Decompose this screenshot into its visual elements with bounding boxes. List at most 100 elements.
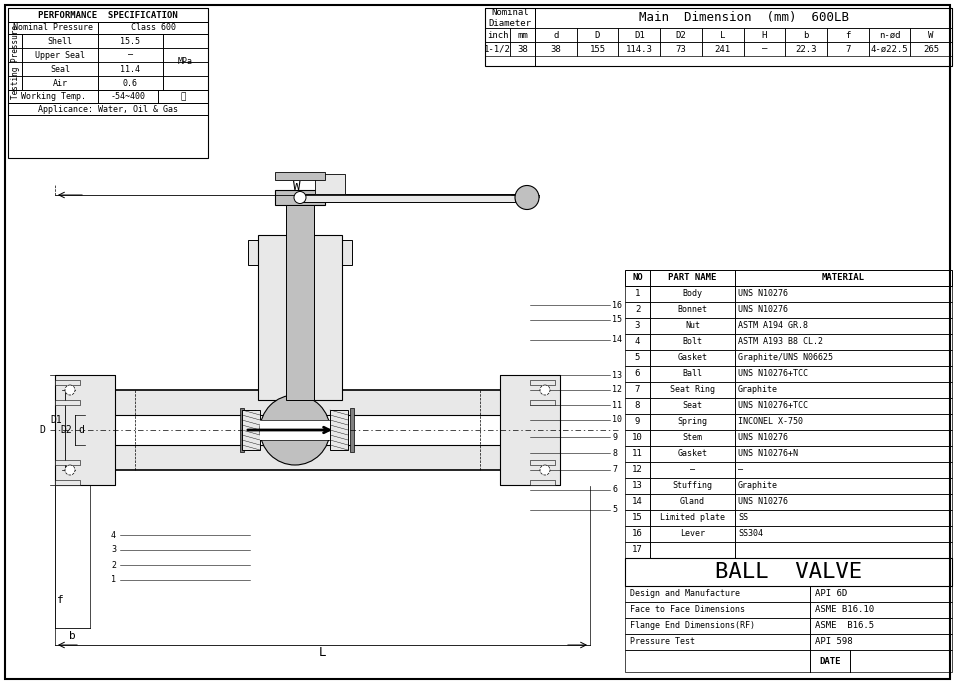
- Bar: [785, 42, 827, 56]
- Text: D1: D1: [51, 415, 62, 425]
- Text: D1: D1: [634, 31, 645, 40]
- Text: 4: 4: [111, 531, 116, 540]
- Text: 3: 3: [635, 321, 640, 330]
- Text: Graphite/UNS N06625: Graphite/UNS N06625: [738, 354, 833, 363]
- Text: Testing Pressure: Testing Pressure: [11, 25, 19, 99]
- Text: 7: 7: [612, 466, 617, 475]
- Bar: [625, 350, 952, 366]
- Text: ASME B16.10: ASME B16.10: [815, 605, 874, 614]
- Bar: [8, 34, 208, 48]
- Bar: [530, 460, 555, 465]
- Text: 11.4: 11.4: [120, 64, 140, 73]
- Text: 5: 5: [635, 354, 640, 363]
- Text: 0.6: 0.6: [122, 79, 138, 88]
- Text: Shell: Shell: [48, 36, 73, 46]
- Text: 2: 2: [635, 306, 640, 315]
- Text: Applicance: Water, Oil & Gas: Applicance: Water, Oil & Gas: [38, 105, 178, 114]
- Bar: [55, 375, 115, 485]
- Text: 241: 241: [714, 44, 731, 53]
- Text: 155: 155: [589, 44, 605, 53]
- Text: D2: D2: [675, 31, 687, 40]
- Text: 17: 17: [632, 546, 643, 555]
- Bar: [744, 28, 785, 42]
- Text: 9: 9: [635, 417, 640, 427]
- Text: L: L: [319, 646, 327, 659]
- Bar: [625, 526, 952, 542]
- Bar: [535, 8, 952, 28]
- Text: ℃: ℃: [180, 92, 185, 101]
- Text: 4-ø22.5: 4-ø22.5: [871, 44, 908, 53]
- Circle shape: [65, 465, 75, 475]
- Bar: [350, 408, 354, 452]
- Bar: [577, 42, 619, 56]
- Text: PART NAME: PART NAME: [668, 274, 716, 282]
- Text: -54~400: -54~400: [111, 92, 145, 101]
- Text: 1: 1: [111, 575, 116, 585]
- Text: 12: 12: [612, 386, 622, 395]
- Text: 10: 10: [612, 415, 622, 425]
- Text: Upper Seal: Upper Seal: [35, 51, 85, 60]
- Bar: [625, 650, 952, 672]
- Text: MPa: MPa: [178, 57, 193, 66]
- Text: 1: 1: [635, 289, 640, 298]
- Bar: [625, 446, 952, 462]
- Circle shape: [540, 465, 550, 475]
- Bar: [85, 415, 530, 445]
- Bar: [625, 414, 952, 430]
- Bar: [300, 194, 515, 202]
- Text: UNS N10276: UNS N10276: [738, 289, 788, 298]
- Text: 16: 16: [632, 529, 643, 538]
- Text: –: –: [128, 51, 133, 60]
- Text: Gasket: Gasket: [677, 449, 708, 458]
- Text: 4: 4: [635, 337, 640, 347]
- Text: W: W: [293, 181, 301, 194]
- Bar: [530, 380, 555, 385]
- Circle shape: [260, 395, 330, 465]
- Bar: [625, 558, 952, 586]
- Bar: [8, 48, 208, 62]
- Bar: [625, 398, 952, 414]
- Bar: [263, 260, 337, 290]
- Text: 14: 14: [612, 335, 622, 345]
- Text: UNS N10276: UNS N10276: [738, 434, 788, 443]
- Text: f: f: [845, 31, 851, 40]
- Text: 73: 73: [675, 44, 687, 53]
- Bar: [869, 28, 910, 42]
- Bar: [55, 480, 80, 485]
- Text: API 598: API 598: [815, 637, 853, 646]
- Bar: [8, 8, 208, 22]
- Text: 38: 38: [517, 44, 528, 53]
- Bar: [275, 172, 325, 180]
- Bar: [625, 462, 952, 478]
- Bar: [625, 366, 952, 382]
- Text: d: d: [553, 31, 559, 40]
- Bar: [530, 480, 555, 485]
- Text: UNS N10276+TCC: UNS N10276+TCC: [738, 402, 808, 410]
- Bar: [55, 400, 80, 405]
- Text: Design and Manufacture: Design and Manufacture: [630, 590, 740, 598]
- Text: 1-1/2: 1-1/2: [484, 44, 511, 53]
- Text: 9: 9: [612, 432, 617, 441]
- Bar: [702, 42, 744, 56]
- Text: mm: mm: [517, 31, 528, 40]
- Bar: [625, 302, 952, 318]
- Bar: [286, 205, 314, 400]
- Bar: [625, 382, 952, 398]
- Text: ASTM A193 B8 CL.2: ASTM A193 B8 CL.2: [738, 337, 823, 347]
- Bar: [260, 420, 330, 440]
- Text: 22.3: 22.3: [796, 44, 817, 53]
- Bar: [910, 42, 952, 56]
- Bar: [8, 22, 208, 34]
- Bar: [8, 103, 208, 115]
- Bar: [910, 28, 952, 42]
- Text: 8: 8: [635, 402, 640, 410]
- Text: UNS N10276+N: UNS N10276+N: [738, 449, 798, 458]
- Bar: [510, 28, 535, 42]
- Bar: [660, 28, 702, 42]
- Bar: [785, 28, 827, 42]
- Text: DATE: DATE: [819, 657, 840, 666]
- Bar: [248, 240, 352, 265]
- Bar: [8, 90, 208, 103]
- Text: 5: 5: [612, 505, 617, 514]
- Text: Limited plate: Limited plate: [660, 514, 725, 523]
